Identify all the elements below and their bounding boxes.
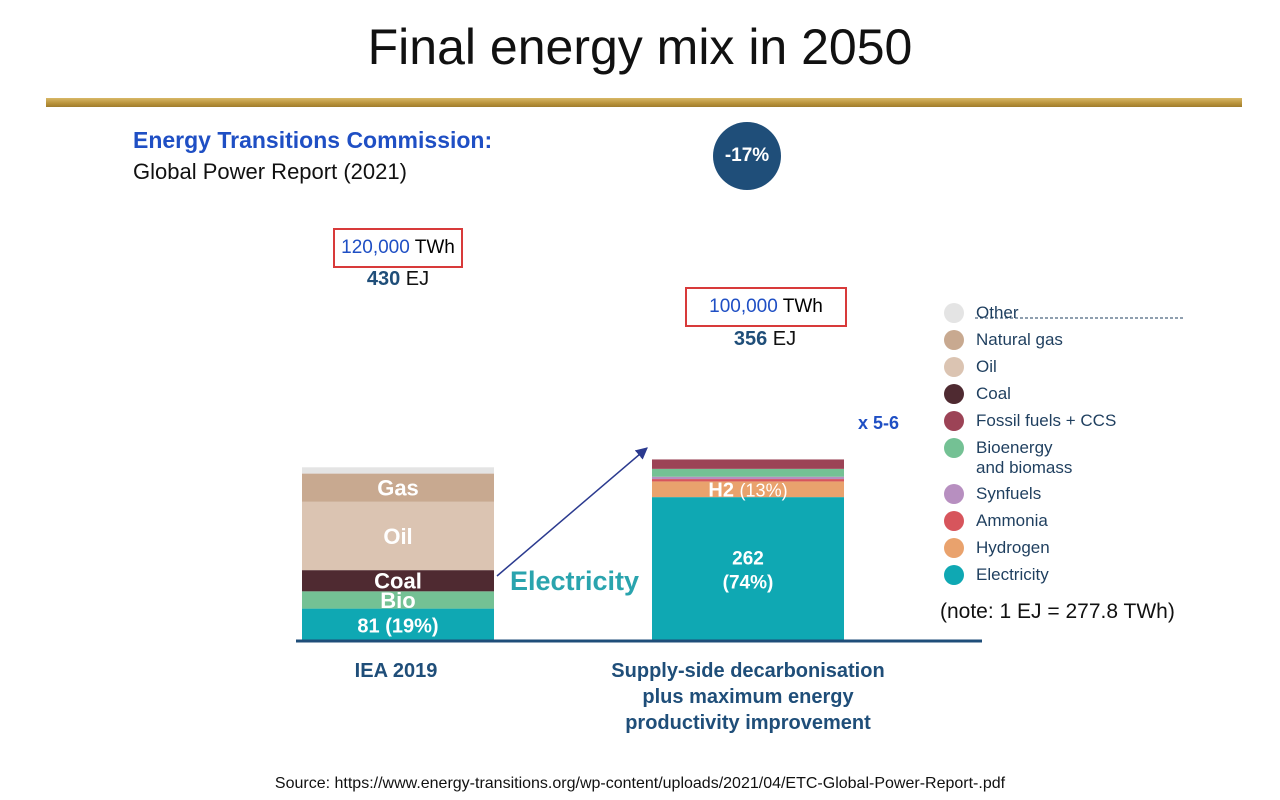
category-label-decarbonisation: Supply-side decarbonisation plus maximum… [578,658,918,736]
bar-segment-other-1 [302,467,494,474]
report-name: Global Power Report (2021) [133,159,407,184]
bar-segment-electricity-1 [302,608,494,640]
legend-item-fossil-ccs: Fossil fuels + CCS [944,411,1204,438]
bar-segment-bioenergy-and-biomass-1 [302,591,494,609]
legend-swatch [944,484,964,504]
reduction-badge: -17% [713,122,781,190]
legend-label: Natural gas [976,330,1063,349]
bar1-twh-unit: TWh [414,237,455,258]
legend-item-hydrogen: Hydrogen [944,538,1204,565]
unit-conversion-note: (note: 1 EJ = 277.8 TWh) [940,600,1175,623]
legend-item-synfuels: Synfuels [944,484,1204,511]
bar-segment-electricity-2 [652,497,844,640]
bar1-twh-total-box: 120,000 TWh [333,228,463,268]
segment-label-natural-gas-1: Gas [377,476,419,501]
bar-segment-fossil-fuels-ccs-2 [652,459,844,469]
legend-label: Electricity [976,565,1049,584]
bar-segment-ammonia-2 [652,479,844,482]
bar1-ej-unit: EJ [405,268,430,290]
bar2-twh-value: 100,000 [709,296,778,317]
segment-label-electricity-1: 81 (19%) [357,615,438,637]
legend-label: Other [976,303,1019,322]
electricity-growth-arrow [496,447,648,577]
segment-label-oil-1: Oil [383,524,412,549]
source-citation: Source: https://www.energy-transitions.o… [274,775,1006,792]
legend-swatch [944,538,964,558]
legend-label: Bioenergy and biomass [976,438,1072,478]
legend-swatch [944,565,964,585]
bar2-ej-total: 356 EJ [700,328,830,351]
bar-segment-natural-gas-1 [302,473,494,502]
legend-swatch [944,384,964,404]
bar2-ej-unit: EJ [772,328,797,350]
category-label-line: plus maximum energy [642,686,854,708]
legend-item-natural-gas: Natural gas [944,330,1204,357]
legend-label: Ammonia [976,511,1048,530]
bar-segment-hydrogen-2 [652,481,844,498]
legend-item-bioenergy: Bioenergy and biomass [944,438,1204,484]
category-label-iea-2019: IEA 2019 [296,658,496,684]
report-organization: Energy Transitions Commission: [133,127,493,153]
segment-label-coal-1: Coal [374,569,422,594]
legend-item-other: Other [944,303,1204,330]
segment-label-electricity-2: 262 (74%) [723,549,774,594]
legend-swatch [944,411,964,431]
bar-segment-bioenergy-and-biomass-2 [652,468,844,477]
legend-swatch [944,357,964,377]
bar1-ej-total: 430 EJ [333,268,463,291]
electricity-arrow-label: Electricity [510,566,640,596]
legend-item-coal: Coal [944,384,1204,411]
bar2-twh-total-box: 100,000 TWh [685,287,847,327]
page-title: Final energy mix in 2050 [367,19,913,75]
bar-segment-coal-1 [302,570,494,592]
bar1-ej-value: 430 [366,268,401,290]
legend-swatch [944,303,964,323]
legend-label-line: Bioenergy [976,438,1053,457]
chart-legend: Other Natural gas Oil Coal Fossil fuels … [944,303,1204,592]
legend-label: Fossil fuels + CCS [976,411,1117,430]
legend-swatch [944,330,964,350]
legend-swatch [944,511,964,531]
category-label-line: productivity improvement [625,712,871,734]
bar1-twh-value: 120,000 [341,237,410,258]
category-label-line: Supply-side decarbonisation [611,660,885,682]
segment-label-hydrogen-2: H2 (13%) [708,479,787,501]
legend-swatch [944,438,964,458]
bar-segment-oil-1 [302,501,494,571]
legend-label: Oil [976,357,997,376]
legend-other-dashed-line [975,317,1183,319]
segment-label-bioenergy-and-biomass-1: Bio [380,588,415,613]
bar-segment-synfuels-2 [652,476,844,480]
legend-item-electricity: Electricity [944,565,1204,592]
bar2-ej-value: 356 [733,328,768,350]
legend-label-line: and biomass [976,458,1073,477]
title-divider [46,98,1242,107]
legend-item-oil: Oil [944,357,1204,384]
category-label-line: IEA 2019 [354,660,438,682]
legend-label: Hydrogen [976,538,1050,557]
legend-item-ammonia: Ammonia [944,511,1204,538]
legend-label: Synfuels [976,484,1042,503]
bar2-twh-unit: TWh [782,296,823,317]
hydrogen-growth-label: x 5-6 [858,413,900,433]
legend-label: Coal [976,384,1011,403]
